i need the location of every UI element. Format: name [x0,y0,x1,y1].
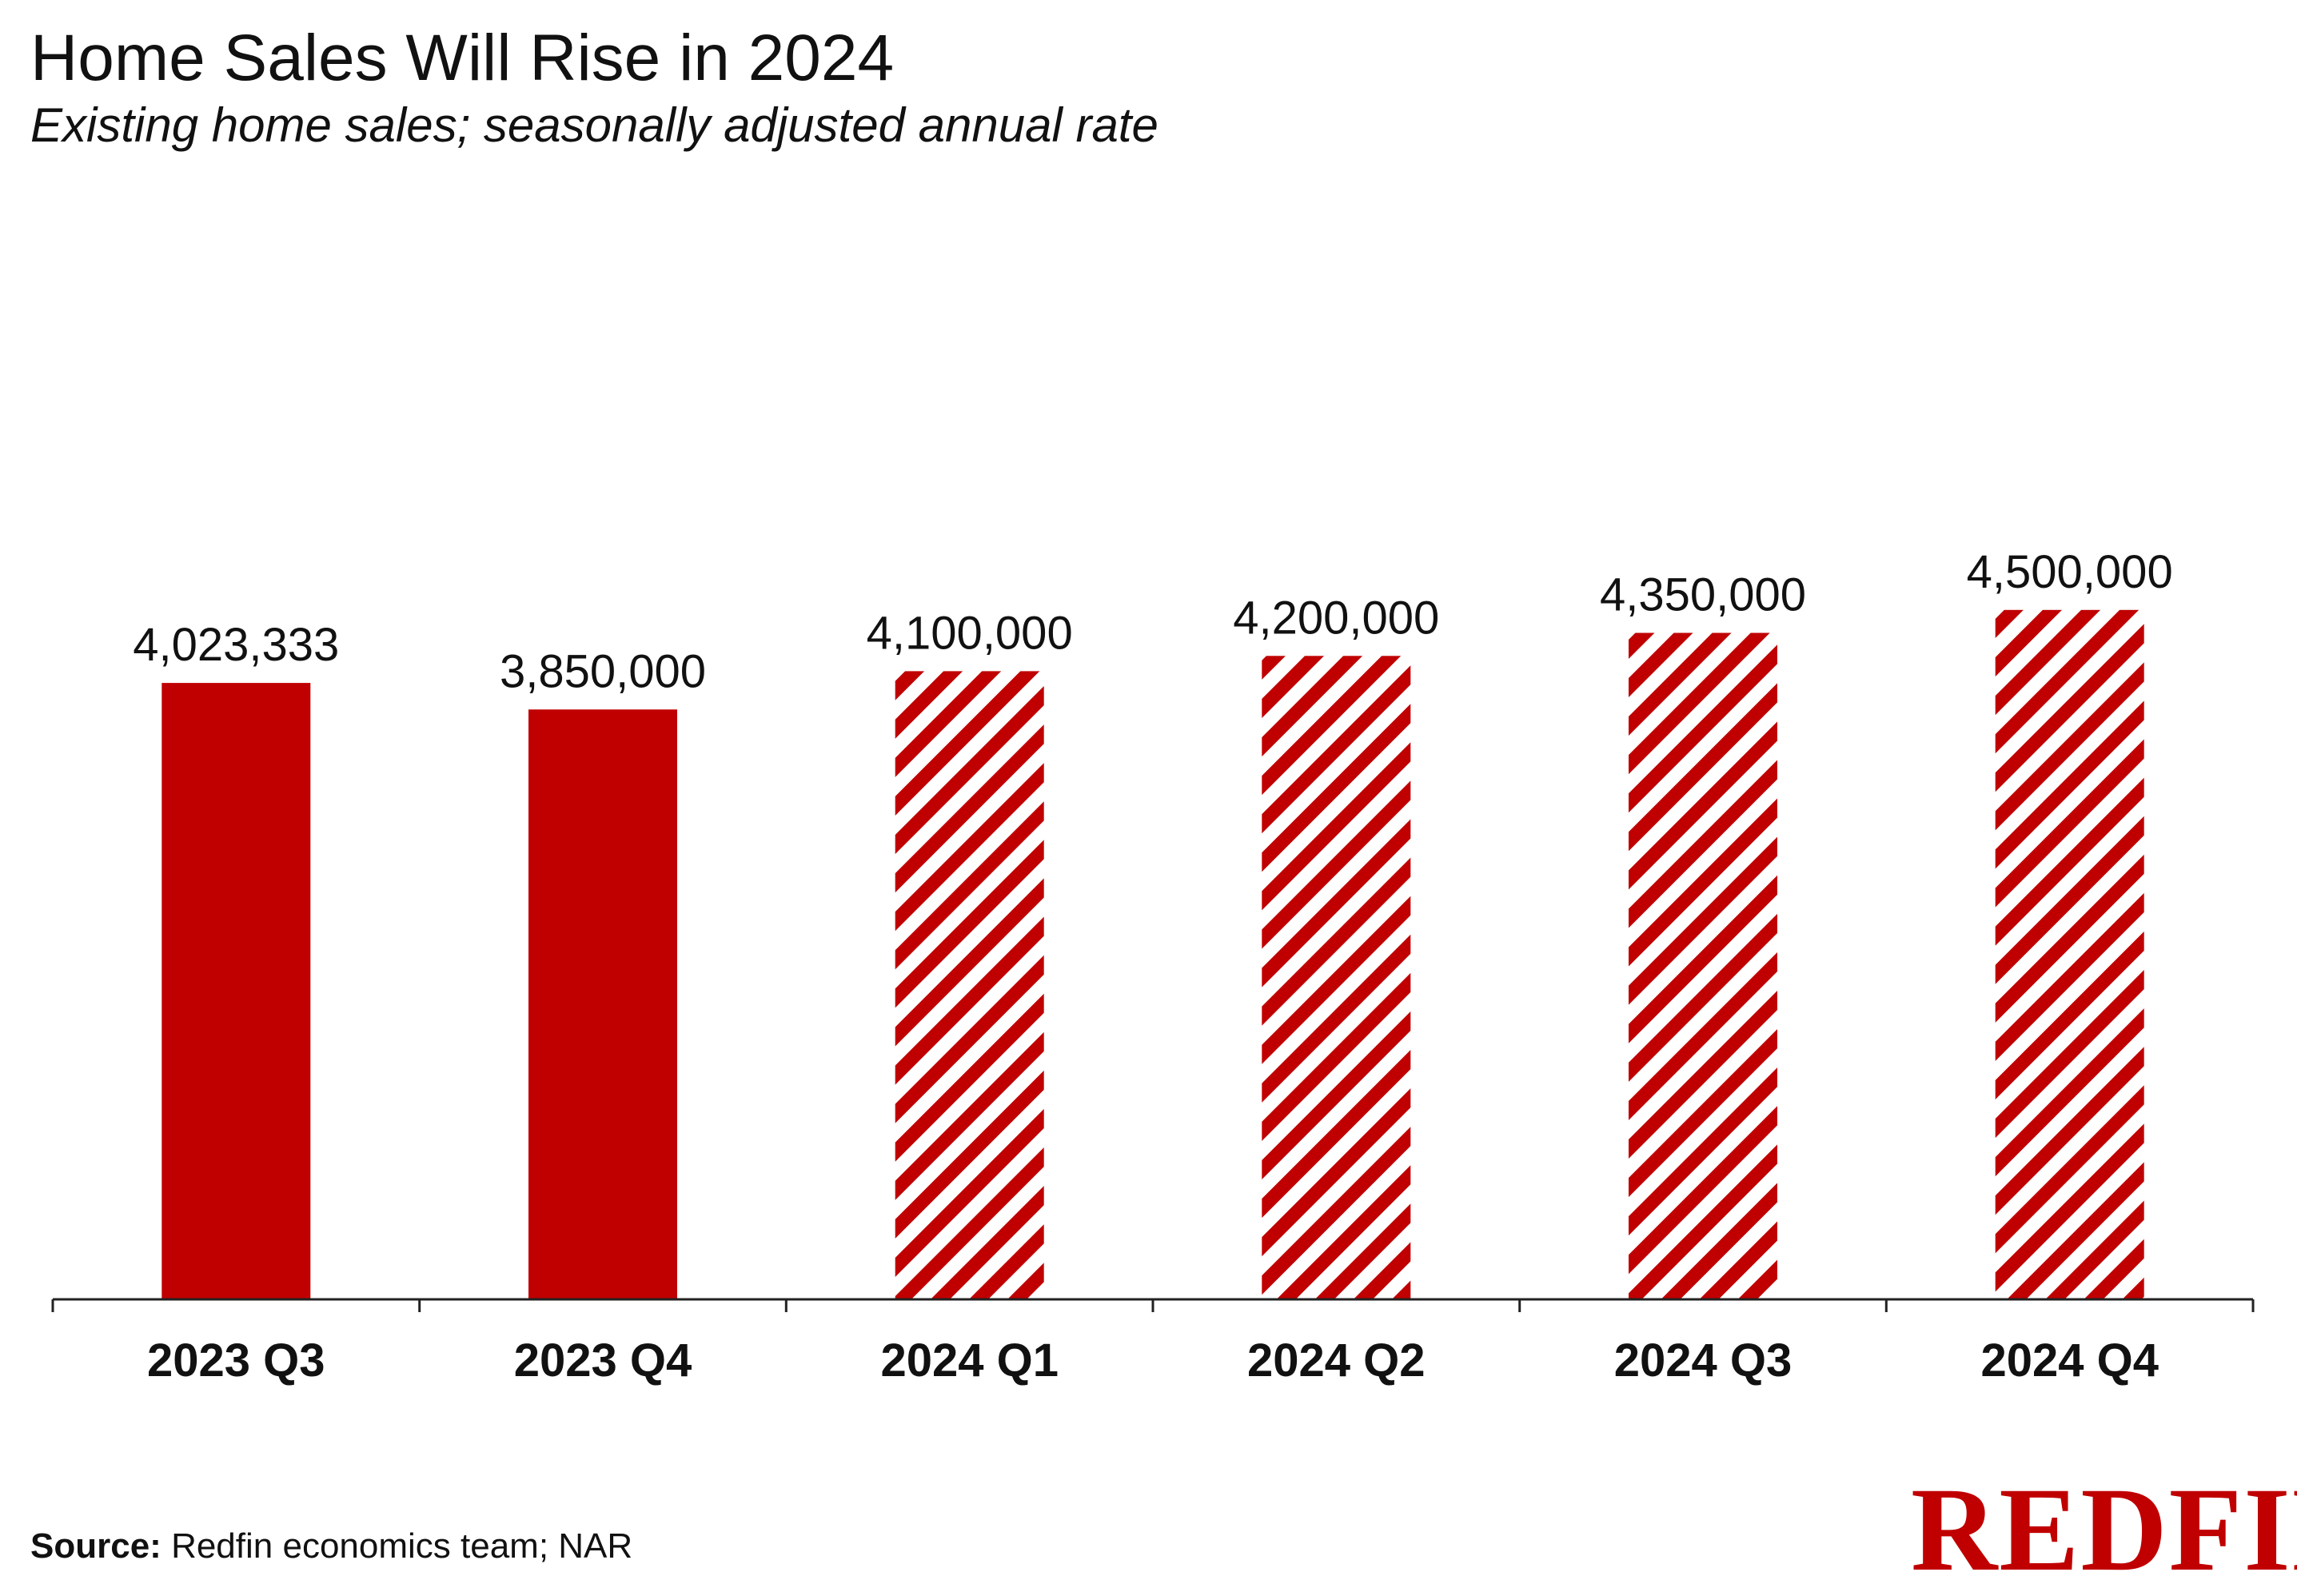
bars-layer [162,609,2144,1299]
source-text: Redfin economics team; NAR [171,1526,633,1566]
x-tick-label: 2024 Q1 [880,1335,1059,1387]
data-label: 4,200,000 [1233,592,1439,644]
x-tick-label: 2024 Q2 [1247,1335,1426,1387]
bar-2024-q4 [1995,609,2144,1299]
bar-2023-q4 [528,709,677,1299]
redfin-logo: REDFIN [1911,1463,2297,1596]
bar-2024-q3 [1629,632,1777,1299]
x-tick-label: 2023 Q4 [514,1335,692,1387]
bar-2024-q2 [1262,656,1411,1299]
data-label: 4,100,000 [867,607,1073,659]
bar-2023-q3 [162,683,311,1299]
x-tick-label: 2023 Q3 [147,1335,325,1387]
bar-chart: 4,023,333 2023 Q3 3,850,000 2023 Q4 4,100,00… [51,546,2255,1387]
source-label: Source: [30,1526,162,1566]
x-tick-label: 2024 Q4 [1980,1335,2159,1387]
data-label: 4,350,000 [1600,569,1806,621]
data-label: 4,023,333 [133,619,339,671]
x-axis [51,1298,2255,1312]
chart-subtitle: Existing home sales; seasonally adjusted… [30,98,1158,152]
source-note: Source: Redfin economics team; NAR [30,1526,633,1566]
labels-layer: 4,023,333 2023 Q3 3,850,000 2023 Q4 4,100,00… [133,546,2172,1387]
bar-2024-q1 [895,671,1044,1299]
data-label: 4,500,000 [1967,546,2173,598]
x-tick-label: 2024 Q3 [1614,1335,1793,1387]
chart-title: Home Sales Will Rise in 2024 [30,22,895,94]
data-label: 3,850,000 [500,645,706,697]
